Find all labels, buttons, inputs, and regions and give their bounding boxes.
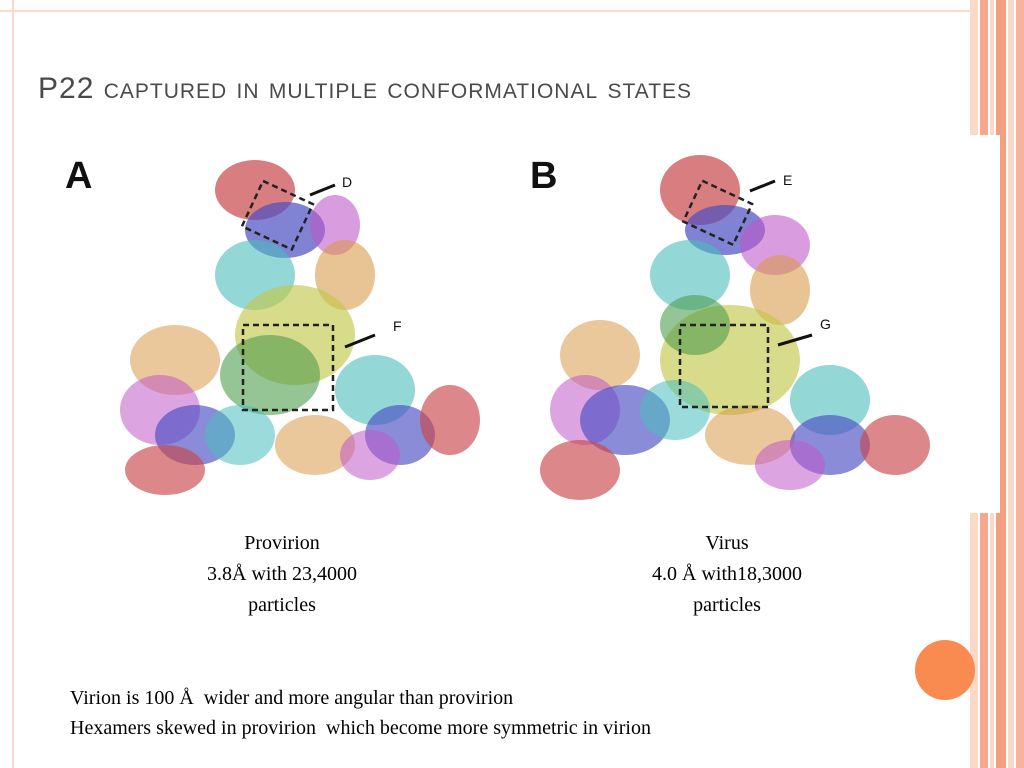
- note-line: Virion is 100 Å wider and more angular t…: [70, 687, 514, 709]
- panel-letter-b: B: [530, 155, 558, 197]
- callout-label: F: [393, 318, 402, 334]
- decorative-circle: [915, 640, 975, 700]
- left-decorative-line: [12, 0, 14, 768]
- panel-letter-a: A: [65, 155, 93, 197]
- right-stripe: [1016, 0, 1024, 768]
- callout-label: G: [820, 316, 831, 332]
- slide-title: P22 captured in multiple conformational …: [38, 72, 693, 105]
- note-line: Hexamers skewed in provirion which becom…: [70, 717, 651, 739]
- right-stripe: [996, 0, 1006, 768]
- slide-notes: Virion is 100 Å wider and more angular t…: [70, 683, 651, 743]
- provirion-structure-image: D F: [120, 160, 480, 495]
- figure-panel-b: E G B: [520, 135, 1000, 513]
- caption-line: 3.8Å with 23,4000: [207, 563, 357, 585]
- right-stripe: [1008, 0, 1014, 768]
- figure-panel-a: D F A: [55, 135, 495, 513]
- caption-line: particles: [693, 594, 761, 616]
- callout-label: E: [783, 172, 792, 188]
- caption-virus: Virus 4.0 Å with18,3000 particles: [597, 528, 857, 621]
- callout-label: D: [342, 174, 352, 190]
- top-decorative-line: [0, 10, 970, 12]
- virus-structure-image: E G: [540, 155, 930, 500]
- caption-line: 4.0 Å with18,3000: [652, 563, 802, 585]
- caption-line: Provirion: [244, 532, 320, 554]
- caption-line: particles: [248, 594, 316, 616]
- caption-line: Virus: [705, 532, 749, 554]
- caption-provirion: Provirion 3.8Å with 23,4000 particles: [152, 528, 412, 621]
